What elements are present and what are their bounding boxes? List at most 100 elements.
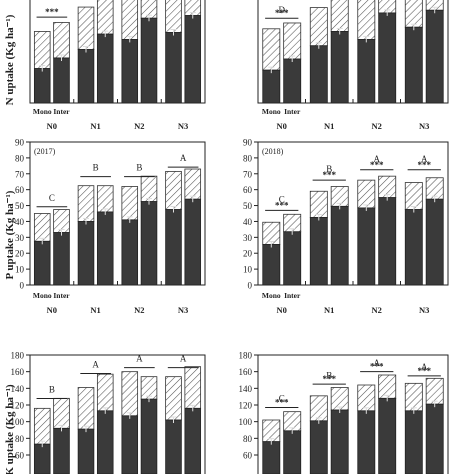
group-label: N0 xyxy=(47,121,57,131)
significance-stars: *** xyxy=(275,200,289,210)
bar-top-segment xyxy=(33,407,51,445)
y-tick-label: 40 xyxy=(243,217,253,227)
bar-bottom-segment xyxy=(184,198,202,286)
group-label: N2 xyxy=(372,121,382,131)
group-label: N3 xyxy=(419,305,429,315)
group-letter: A xyxy=(136,354,143,364)
bar-bottom-segment xyxy=(77,49,95,104)
bar-bottom-segment xyxy=(96,33,114,104)
bar-bottom-segment xyxy=(283,231,302,286)
significance-stars: *** xyxy=(275,8,289,18)
group-letter: A xyxy=(421,362,428,372)
bar-bottom-segment xyxy=(262,244,281,286)
x-label-mono: Mono xyxy=(33,107,52,116)
bar-top-segment xyxy=(53,397,70,429)
significance-stars: *** xyxy=(323,374,337,384)
group-label: N0 xyxy=(47,305,57,315)
bar-top-segment xyxy=(121,371,139,417)
bar-bottom-segment xyxy=(262,441,281,474)
y-tick-label: 50 xyxy=(15,201,25,211)
y-tick-label: 40 xyxy=(15,217,25,227)
group-letter: B xyxy=(93,163,99,173)
y-tick-label: 30 xyxy=(243,233,253,243)
bar-bottom-segment xyxy=(404,209,423,286)
bar-bottom-segment xyxy=(121,415,139,474)
bar-top-segment xyxy=(357,0,376,40)
bar-bottom-segment xyxy=(283,58,302,104)
bar-top-segment xyxy=(165,376,182,421)
y-tick-label: 100 xyxy=(11,417,25,427)
y-tick-label: 100 xyxy=(239,417,253,427)
group-letter: B xyxy=(326,164,332,174)
group-label: N1 xyxy=(90,121,100,131)
y-tick-label: 60 xyxy=(15,451,25,461)
group-label: N3 xyxy=(178,305,188,315)
y-tick-label: 20 xyxy=(243,249,253,259)
group-label: N2 xyxy=(372,305,382,315)
group-letter: C xyxy=(49,193,55,203)
bar-top-segment xyxy=(140,175,158,202)
group-label: N1 xyxy=(324,121,334,131)
group-letter: B xyxy=(136,163,142,173)
y-tick-label: 120 xyxy=(239,401,253,411)
y-tick-label: 140 xyxy=(11,384,25,394)
y-tick-label: 60 xyxy=(15,185,25,195)
k-uptake-ylabel: K uptake (Kg ha⁻¹) xyxy=(4,384,16,474)
n-uptake-ylabel: N uptake (Kg ha⁻¹) xyxy=(4,14,16,105)
x-label-inter: Inter xyxy=(53,107,70,116)
group-letter: A xyxy=(180,354,187,364)
bar-bottom-segment xyxy=(53,232,70,286)
bar-bottom-segment xyxy=(165,32,182,104)
bar-top-segment xyxy=(309,7,328,47)
bar-bottom-segment xyxy=(33,443,51,474)
bar-top-segment xyxy=(283,22,302,60)
bar-top-segment xyxy=(404,182,423,210)
bar-top-segment xyxy=(425,377,444,405)
bar-top-segment xyxy=(77,387,95,430)
group-label: N0 xyxy=(277,121,287,131)
year-tag: (2018) xyxy=(262,147,284,156)
y-tick-label: 10 xyxy=(15,265,25,275)
group-label: N2 xyxy=(134,121,144,131)
x-label-inter: Inter xyxy=(284,291,301,300)
y-tick-label: 90 xyxy=(15,138,25,148)
bar-bottom-segment xyxy=(184,15,202,104)
group-letter: A xyxy=(92,360,99,370)
bar-bottom-segment xyxy=(330,205,349,286)
bar-top-segment xyxy=(33,31,51,69)
plot-frame xyxy=(29,354,206,474)
x-label-mono: Mono xyxy=(33,291,52,300)
bar-top-segment xyxy=(165,170,182,210)
y-tick-label: 0 xyxy=(248,281,253,291)
bar-bottom-segment xyxy=(140,201,158,286)
significance-stars: *** xyxy=(418,160,432,170)
bar-bottom-segment xyxy=(309,420,328,474)
y-tick-label: 90 xyxy=(243,138,253,148)
bar-bottom-segment xyxy=(357,410,376,474)
x-label-mono: Mono xyxy=(262,107,281,116)
y-tick-label: 180 xyxy=(11,351,25,361)
panel-k2017: 60 80 100 120 140 160 180 B A A A xyxy=(11,351,206,474)
bar-bottom-segment xyxy=(262,69,281,104)
bar-bottom-segment xyxy=(283,430,302,474)
y-tick-label: 70 xyxy=(243,169,253,179)
bar-bottom-segment xyxy=(404,26,423,104)
bar-bottom-segment xyxy=(378,197,397,286)
bar-bottom-segment xyxy=(53,427,70,474)
bar-top-segment xyxy=(357,384,376,412)
bar-top-segment xyxy=(77,185,95,222)
bar-bottom-segment xyxy=(378,12,397,104)
group-label: N1 xyxy=(90,305,100,315)
bar-bottom-segment xyxy=(121,39,139,104)
significance-stars: *** xyxy=(370,362,384,372)
y-tick-label: 80 xyxy=(15,434,25,444)
group-label: N0 xyxy=(277,305,287,315)
x-label-mono: Mono xyxy=(262,291,281,300)
bar-bottom-segment xyxy=(96,410,114,474)
group-label: N3 xyxy=(178,121,188,131)
y-tick-label: 120 xyxy=(11,401,25,411)
bar-bottom-segment xyxy=(77,221,95,286)
group-label: N2 xyxy=(134,305,144,315)
